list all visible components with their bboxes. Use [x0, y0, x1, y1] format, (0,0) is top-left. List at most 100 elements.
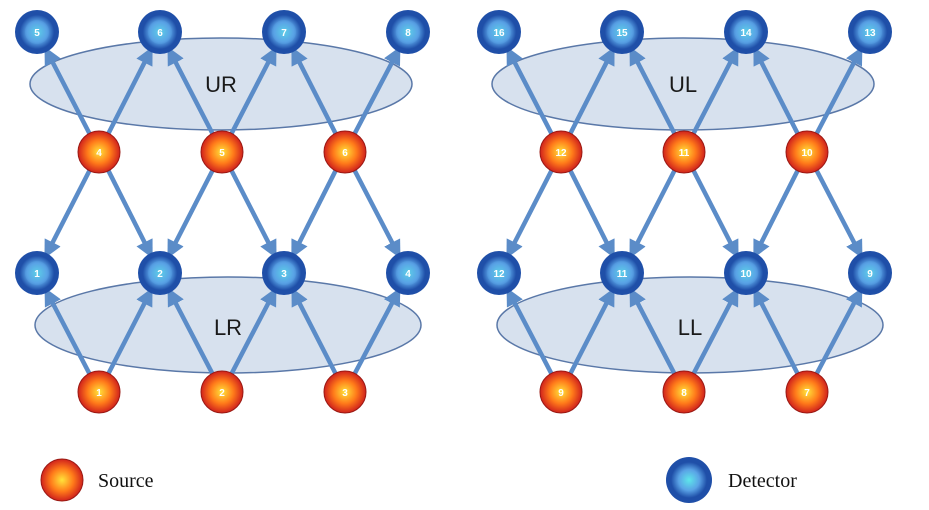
arrow: [228, 287, 277, 378]
detector-node: 7: [262, 10, 306, 54]
detector-icon: [724, 10, 768, 54]
arrow: [629, 46, 678, 138]
legend-source-label: Source: [98, 470, 154, 492]
detector-node: 1: [15, 251, 59, 295]
detector-core: [148, 261, 172, 285]
detector-label: 2: [157, 269, 163, 280]
legend: Source Detector: [40, 457, 797, 503]
detector-node: 10: [724, 251, 768, 295]
detector-core: [272, 261, 296, 285]
arrow: [167, 287, 216, 378]
detector-node: 2: [138, 251, 182, 295]
arrow: [228, 46, 277, 138]
arrow: [105, 167, 154, 259]
detector-label: 15: [616, 28, 628, 39]
source-icon: [200, 370, 244, 414]
source-icon: [539, 370, 583, 414]
arrow: [506, 46, 555, 138]
source-icon: [662, 130, 706, 174]
source-icon: [662, 370, 706, 414]
detector-label: 13: [864, 28, 876, 39]
detector-icon: [15, 251, 59, 295]
arrow: [813, 166, 863, 259]
arrow: [690, 46, 739, 138]
detector-label: 9: [867, 269, 873, 280]
source-label: 12: [555, 148, 567, 159]
detector-node: 9: [848, 251, 892, 295]
detector-label: 8: [405, 28, 411, 39]
arrow: [690, 287, 739, 378]
source-label: 9: [558, 388, 564, 399]
detector-node: 16: [477, 10, 521, 54]
region-label-upper: UR: [205, 72, 237, 97]
detector-core: [396, 261, 420, 285]
arrow: [167, 166, 216, 259]
source-label: 3: [342, 388, 348, 399]
source-node: 1: [77, 370, 121, 414]
detector-icon: [848, 251, 892, 295]
detector-label: 1: [34, 269, 40, 280]
detector-icon: [138, 10, 182, 54]
detector-node: 5: [15, 10, 59, 54]
source-label: 10: [801, 148, 813, 159]
detector-label: 6: [157, 28, 163, 39]
source-label: 5: [219, 148, 225, 159]
source-icon: [539, 130, 583, 174]
detector-label: 11: [617, 269, 628, 280]
arrow: [567, 46, 615, 137]
source-node: 12: [539, 130, 583, 174]
source-label: 11: [679, 148, 690, 159]
detector-core: [148, 20, 172, 44]
arrow: [629, 287, 678, 378]
arrow: [105, 287, 153, 378]
detector-label: 7: [281, 28, 287, 39]
detector-label: 4: [405, 269, 411, 280]
source-label: 1: [96, 388, 102, 399]
arrow: [351, 46, 401, 138]
detector-core: [25, 20, 49, 44]
arrow: [567, 167, 616, 259]
source-label: 2: [219, 388, 225, 399]
arrows: [44, 46, 401, 378]
source-icon: [785, 130, 829, 174]
region-label-upper: UL: [669, 72, 697, 97]
detector-icon: [15, 10, 59, 54]
arrow: [291, 287, 339, 378]
detector-icon: [600, 10, 644, 54]
arrow: [753, 287, 801, 378]
arrow: [567, 287, 615, 378]
arrow: [629, 166, 678, 259]
detector-node: 4: [386, 251, 430, 295]
arrow: [167, 46, 216, 138]
region-label-lower: LR: [214, 315, 242, 340]
detector-node: 12: [477, 251, 521, 295]
detector-core: [487, 261, 511, 285]
detector-node: 8: [386, 10, 430, 54]
detector-node: 14: [724, 10, 768, 54]
arrow: [290, 167, 339, 259]
detector-icon: [386, 251, 430, 295]
detector-label: 14: [740, 28, 752, 39]
panel-right: UR LR 5 6 7 8 1 2 3 4 4 5 6 1 2 3: [15, 10, 430, 414]
arrow: [105, 46, 153, 137]
detector-core: [858, 20, 882, 44]
detector-core: [858, 261, 882, 285]
detector-icon: [666, 457, 712, 503]
arrow: [228, 166, 277, 259]
legend-detector: Detector: [666, 457, 797, 503]
source-node: 8: [662, 370, 706, 414]
arrow: [690, 166, 739, 259]
source-icon: [40, 458, 84, 502]
detector-label: 5: [34, 28, 40, 39]
source-node: 7: [785, 370, 829, 414]
arrow: [351, 287, 401, 378]
source-label: 7: [804, 388, 810, 399]
source-icon: [77, 370, 121, 414]
source-node: 2: [200, 370, 244, 414]
detector-label: 10: [740, 269, 752, 280]
detector-node: 3: [262, 251, 306, 295]
detector-label: 16: [493, 28, 505, 39]
arrow: [291, 46, 339, 137]
